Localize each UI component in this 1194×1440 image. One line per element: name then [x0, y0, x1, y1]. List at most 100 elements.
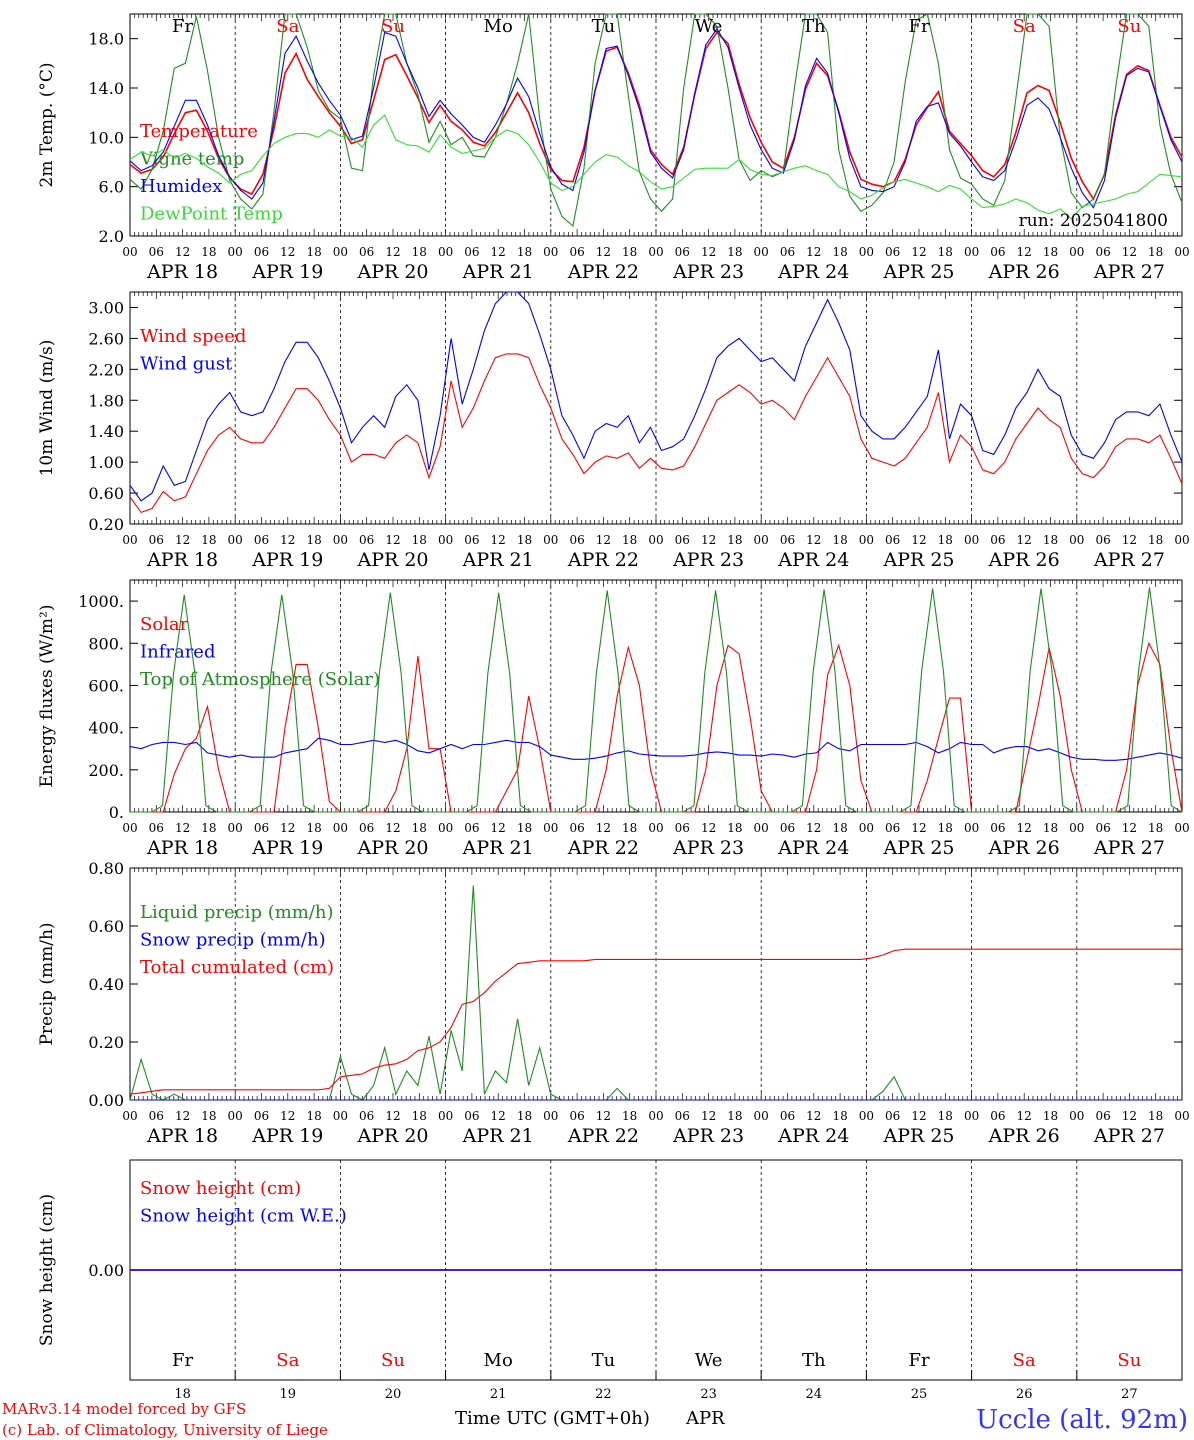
x-minor-ticks [129, 14, 1183, 236]
date-label: APR 27 [1093, 837, 1165, 859]
y-tick-label: 2.0 [99, 227, 124, 246]
y-axis-label: 2m Temp. (°C) [37, 62, 57, 187]
hour-label: 06 [359, 533, 374, 547]
hour-label: 00 [543, 1109, 558, 1123]
hour-label: 00 [228, 245, 243, 259]
date-label: APR 23 [672, 837, 744, 859]
hour-label: 06 [359, 821, 374, 835]
date-label: APR 26 [988, 549, 1060, 571]
hour-label: 06 [149, 245, 164, 259]
y-tick-label: 2.60 [88, 329, 124, 348]
hour-label: 12 [596, 245, 611, 259]
hour-label: 18 [201, 821, 216, 835]
hour-label: 06 [675, 533, 690, 547]
hour-label: 00 [754, 245, 769, 259]
hour-label: 06 [780, 533, 795, 547]
y-tick-label: 2.20 [88, 360, 124, 379]
hour-label: 18 [622, 245, 637, 259]
hour-label: 06 [254, 821, 269, 835]
series-line-0 [129, 353, 1183, 514]
date-label: APR 21 [462, 837, 534, 859]
date-label: APR 18 [146, 1125, 218, 1147]
station-name: Uccle (alt. 92m) [976, 1405, 1188, 1435]
hour-label: 06 [675, 821, 690, 835]
hour-label: 06 [569, 821, 584, 835]
legend-entry: Infrared [140, 642, 215, 663]
hour-label: 00 [122, 1109, 137, 1123]
hour-label: 18 [1148, 245, 1163, 259]
hour-label: 12 [806, 533, 821, 547]
y-tick-label: 0.00 [88, 1091, 124, 1110]
hour-label: 18 [832, 821, 847, 835]
y-tick-label: 0.40 [88, 975, 124, 994]
hour-label: 00 [1174, 245, 1189, 259]
hour-label: 00 [333, 533, 348, 547]
date-label: APR 21 [462, 261, 534, 283]
y-axis-label: Energy fluxes (W/m²) [37, 605, 57, 788]
legend-entry: DewPoint Temp [140, 204, 283, 225]
hour-label: 12 [491, 533, 506, 547]
hour-label: 06 [569, 1109, 584, 1123]
day-number-label: 21 [490, 1387, 507, 1402]
date-label: APR 21 [462, 549, 534, 571]
hour-label: 12 [806, 1109, 821, 1123]
hour-label: 12 [1122, 1109, 1137, 1123]
run-annotation: run: 2025041800 [1019, 211, 1168, 231]
hour-label: 06 [464, 821, 479, 835]
hour-label: 06 [885, 1109, 900, 1123]
y-axis-label: Precip (mm/h) [37, 922, 57, 1045]
hour-label: 12 [280, 821, 295, 835]
y-tick-label: 0.20 [88, 515, 124, 534]
hour-label: 18 [832, 533, 847, 547]
day-name-label: Mo [484, 16, 513, 37]
hour-label: 12 [385, 821, 400, 835]
hour-label: 18 [938, 245, 953, 259]
day-name-label: Th [802, 1350, 826, 1371]
hour-label: 06 [359, 245, 374, 259]
y-tick-label: 18.0 [88, 30, 124, 49]
hour-label: 00 [543, 821, 558, 835]
date-label: APR 27 [1093, 261, 1165, 283]
hour-label: 00 [964, 821, 979, 835]
y-tick-label: 10.0 [88, 128, 124, 147]
hour-label: 00 [1174, 533, 1189, 547]
hour-label: 18 [1043, 1109, 1058, 1123]
hour-label: 12 [491, 1109, 506, 1123]
hour-label: 06 [885, 533, 900, 547]
date-label: APR 19 [251, 1125, 323, 1147]
hour-label: 00 [754, 1109, 769, 1123]
lab-credit-line: (c) Lab. of Climatology, University of L… [2, 1421, 328, 1439]
hour-label: 00 [122, 533, 137, 547]
hour-label: 00 [648, 821, 663, 835]
hour-label: 00 [1069, 533, 1084, 547]
day-number-label: 26 [1016, 1387, 1033, 1402]
hour-label: 06 [149, 821, 164, 835]
date-label: APR 25 [882, 837, 954, 859]
day-name-label: Su [381, 16, 405, 37]
date-label: APR 20 [356, 1125, 428, 1147]
y-tick-label: 200. [88, 761, 124, 780]
day-name-label: Fr [908, 16, 929, 37]
hour-label: 06 [780, 245, 795, 259]
hour-label: 00 [438, 821, 453, 835]
series-line-2 [130, 587, 1183, 813]
hour-label: 12 [806, 245, 821, 259]
date-label: APR 25 [882, 1125, 954, 1147]
y-tick-label: 3.00 [88, 298, 124, 317]
hour-label: 00 [228, 533, 243, 547]
hour-label: 18 [832, 1109, 847, 1123]
date-label: APR 22 [567, 1125, 639, 1147]
day-number-label: 24 [806, 1387, 823, 1402]
day-number-label: 19 [280, 1387, 297, 1402]
series-line-1 [129, 737, 1183, 761]
hour-label: 18 [306, 1109, 321, 1123]
hour-label: 12 [806, 821, 821, 835]
hour-label: 12 [596, 821, 611, 835]
hour-label: 00 [859, 1109, 874, 1123]
hour-label: 00 [438, 1109, 453, 1123]
hour-label: 18 [938, 1109, 953, 1123]
hour-label: 06 [359, 1109, 374, 1123]
hour-label: 12 [1017, 245, 1032, 259]
hour-label: 00 [648, 533, 663, 547]
